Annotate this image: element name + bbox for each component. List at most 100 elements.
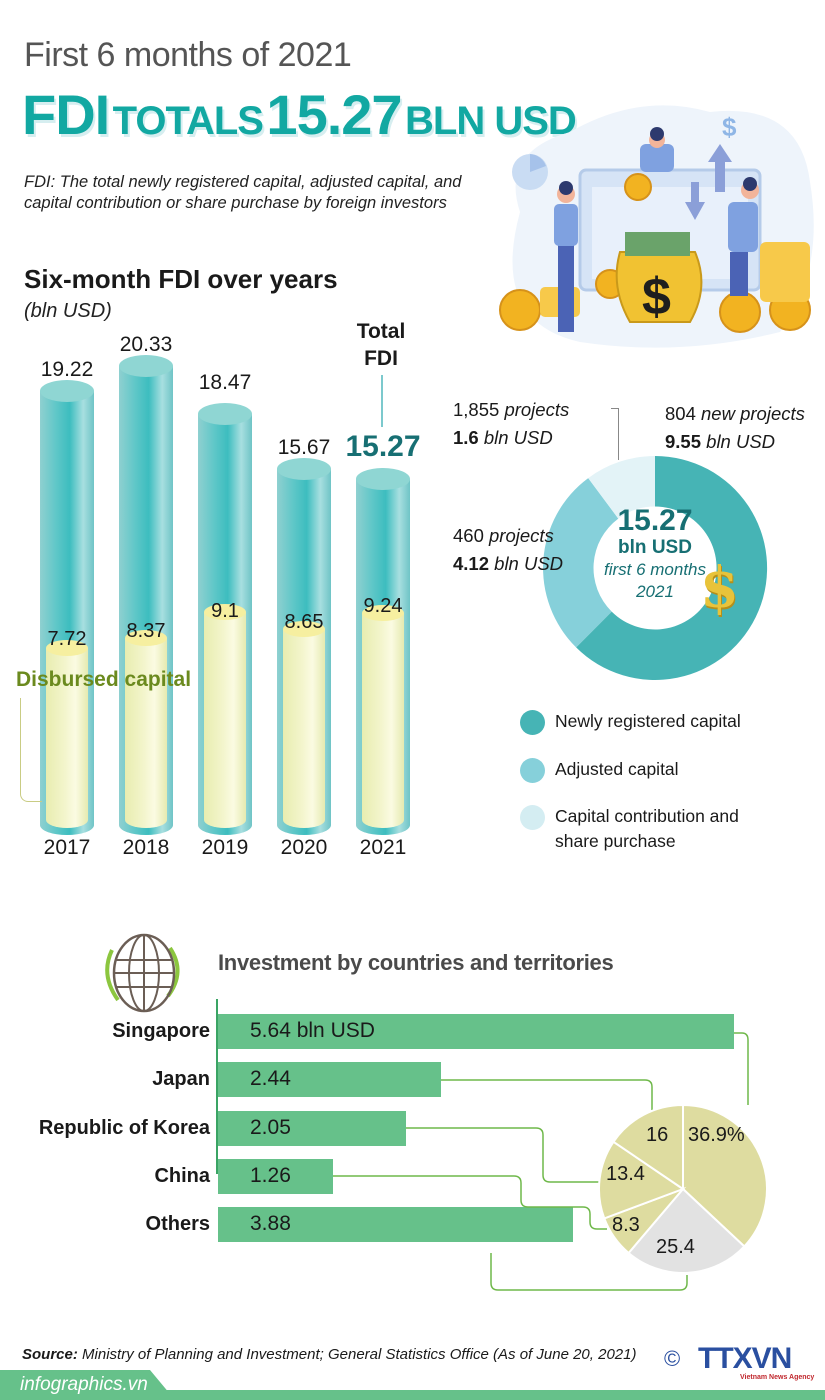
adjusted-project-label: projects xyxy=(489,525,554,546)
headline-unit: BLN USD xyxy=(405,99,577,143)
legend-label: Adjusted capital xyxy=(555,759,679,779)
country-label-china: China xyxy=(154,1165,210,1187)
contribution-unit: bln USD xyxy=(483,426,553,448)
disbursed-bar-top xyxy=(362,605,404,621)
subtitle: First 6 months of 2021 xyxy=(24,36,352,74)
source-text: Ministry of Planning and Investment; Gen… xyxy=(77,1346,637,1363)
contribution-project-count: 1,855 xyxy=(453,399,500,420)
legend-swatch-pale xyxy=(520,805,545,830)
yearly-chart-unit: (bln USD) xyxy=(24,300,112,322)
bar-to-pie-connectors xyxy=(333,1032,749,1291)
disbursed-bar-top xyxy=(46,640,88,656)
bar-value-china: 1.26 xyxy=(250,1164,291,1187)
donut-note-period: first 6 months xyxy=(603,560,707,580)
country-share-pie xyxy=(598,1104,768,1274)
total-fdi-label-line2: FDI xyxy=(364,347,398,371)
country-label-japan: Japan xyxy=(152,1068,210,1090)
bar-china xyxy=(218,1159,333,1194)
total-bar-top xyxy=(198,403,252,425)
pie-label-china: 8.3 xyxy=(612,1214,640,1236)
segment-newly-registered xyxy=(576,455,768,680)
disbursed-value-2021: 9.24 xyxy=(363,595,403,617)
disbursed-value-2018: 8.37 xyxy=(126,620,166,642)
svg-text:$: $ xyxy=(642,268,671,326)
pie-label-others: 25.4 xyxy=(656,1236,695,1258)
dollar-sign-icon: $ xyxy=(700,555,739,621)
total-value-2020: 15.67 xyxy=(277,436,331,459)
bar-value-others: 3.88 xyxy=(250,1212,291,1235)
bar-value-singapore: 5.64 bln USD xyxy=(250,1019,375,1042)
contribution-value: 1.6 xyxy=(453,426,479,448)
disbursed-bar xyxy=(125,638,167,828)
new-project-label: new projects xyxy=(701,403,805,424)
total-value-2018: 20.33 xyxy=(119,333,173,356)
fdi-definition: FDI: The total newly registered capital,… xyxy=(24,173,462,213)
new-unit: bln USD xyxy=(706,430,776,452)
pie-label-singapore: 36.9% xyxy=(688,1124,745,1146)
total-fdi-label: Total FDI xyxy=(346,318,416,373)
contribution-pointer xyxy=(611,408,619,460)
donut-note-year: 2021 xyxy=(636,582,674,602)
total-bar-top xyxy=(356,468,410,490)
disbursed-value-2017: 7.72 xyxy=(47,628,87,650)
source-note: Source: Ministry of Planning and Investm… xyxy=(22,1346,636,1363)
legend-contribution: Capital contribution and share purchase xyxy=(520,805,775,853)
year-label-2019: 2019 xyxy=(201,836,249,859)
donut-total-unit: bln USD xyxy=(618,536,692,558)
headline-fdi: FDI xyxy=(22,83,110,146)
capital-breakdown-donut xyxy=(543,455,768,680)
contribution-project-label: projects xyxy=(504,399,570,420)
brand-logo: TTXVN xyxy=(698,1342,792,1375)
disbursed-bar-top xyxy=(204,604,246,620)
total-value-2019: 18.47 xyxy=(198,371,252,394)
country-label-korea: Republic of Korea xyxy=(38,1117,210,1139)
legend-swatch-teal xyxy=(520,710,545,735)
disbursed-bar xyxy=(362,613,404,828)
country-label-singapore: Singapore xyxy=(112,1020,210,1042)
cylinder-2021 xyxy=(356,468,410,835)
disbursed-bar-top xyxy=(283,621,325,637)
bar-axis xyxy=(216,999,218,1174)
disbursed-bar xyxy=(46,648,88,828)
total-fdi-label-line1: Total xyxy=(356,320,406,343)
globe-icon xyxy=(105,933,180,1013)
site-link[interactable]: infographics.vn xyxy=(20,1374,148,1395)
country-label-others: Others xyxy=(145,1213,210,1235)
new-value: 9.55 xyxy=(665,430,702,452)
bar-value-japan: 2.44 xyxy=(250,1067,291,1090)
bar-value-korea: 2.05 xyxy=(250,1116,291,1139)
adjusted-project-count: 460 xyxy=(453,525,484,546)
headline: FDI TOTALS 15.27 BLN USD xyxy=(22,82,577,147)
bar-others xyxy=(218,1207,573,1242)
adjusted-unit: bln USD xyxy=(494,552,564,574)
total-bar-top xyxy=(40,380,94,402)
legend-adjusted: Adjusted capital xyxy=(520,758,679,783)
year-label-2021: 2021 xyxy=(359,836,407,859)
svg-text:$: $ xyxy=(722,112,737,142)
disbursed-capital-label: Disbursed capital xyxy=(16,668,192,691)
segment-adjusted xyxy=(543,478,619,648)
donut-center: 15.27 bln USD first 6 months 2021 xyxy=(575,505,735,603)
disbursed-capital-pointer xyxy=(20,698,42,802)
headline-totals: TOTALS xyxy=(112,99,264,143)
total-bar-top xyxy=(119,355,173,377)
bar-singapore xyxy=(218,1014,734,1049)
legend-newly-registered: Newly registered capital xyxy=(520,710,741,735)
total-bar-top xyxy=(277,458,331,480)
bar-japan xyxy=(218,1062,441,1097)
bar-korea xyxy=(218,1111,406,1146)
cylinder-2020 xyxy=(277,458,331,835)
annotation-newly-registered: 804 new projects 9.55 bln USD xyxy=(665,400,805,456)
total-value-2021: 15.27 xyxy=(345,430,421,463)
new-project-count: 804 xyxy=(665,403,696,424)
pie-label-korea: 13.4 xyxy=(606,1163,645,1185)
footer-tab xyxy=(0,1370,175,1400)
disbursed-value-2019: 9.1 xyxy=(211,600,239,622)
business-money-illustration: $ $ xyxy=(499,105,814,348)
brand-subtitle: Vietnam News Agency xyxy=(740,1374,815,1381)
legend-swatch-light-teal xyxy=(520,758,545,783)
year-label-2017: 2017 xyxy=(43,836,91,859)
headline-value: 15.27 xyxy=(266,83,402,146)
yearly-chart-title: Six-month FDI over years xyxy=(24,264,338,294)
legend-label: Newly registered capital xyxy=(555,711,741,731)
